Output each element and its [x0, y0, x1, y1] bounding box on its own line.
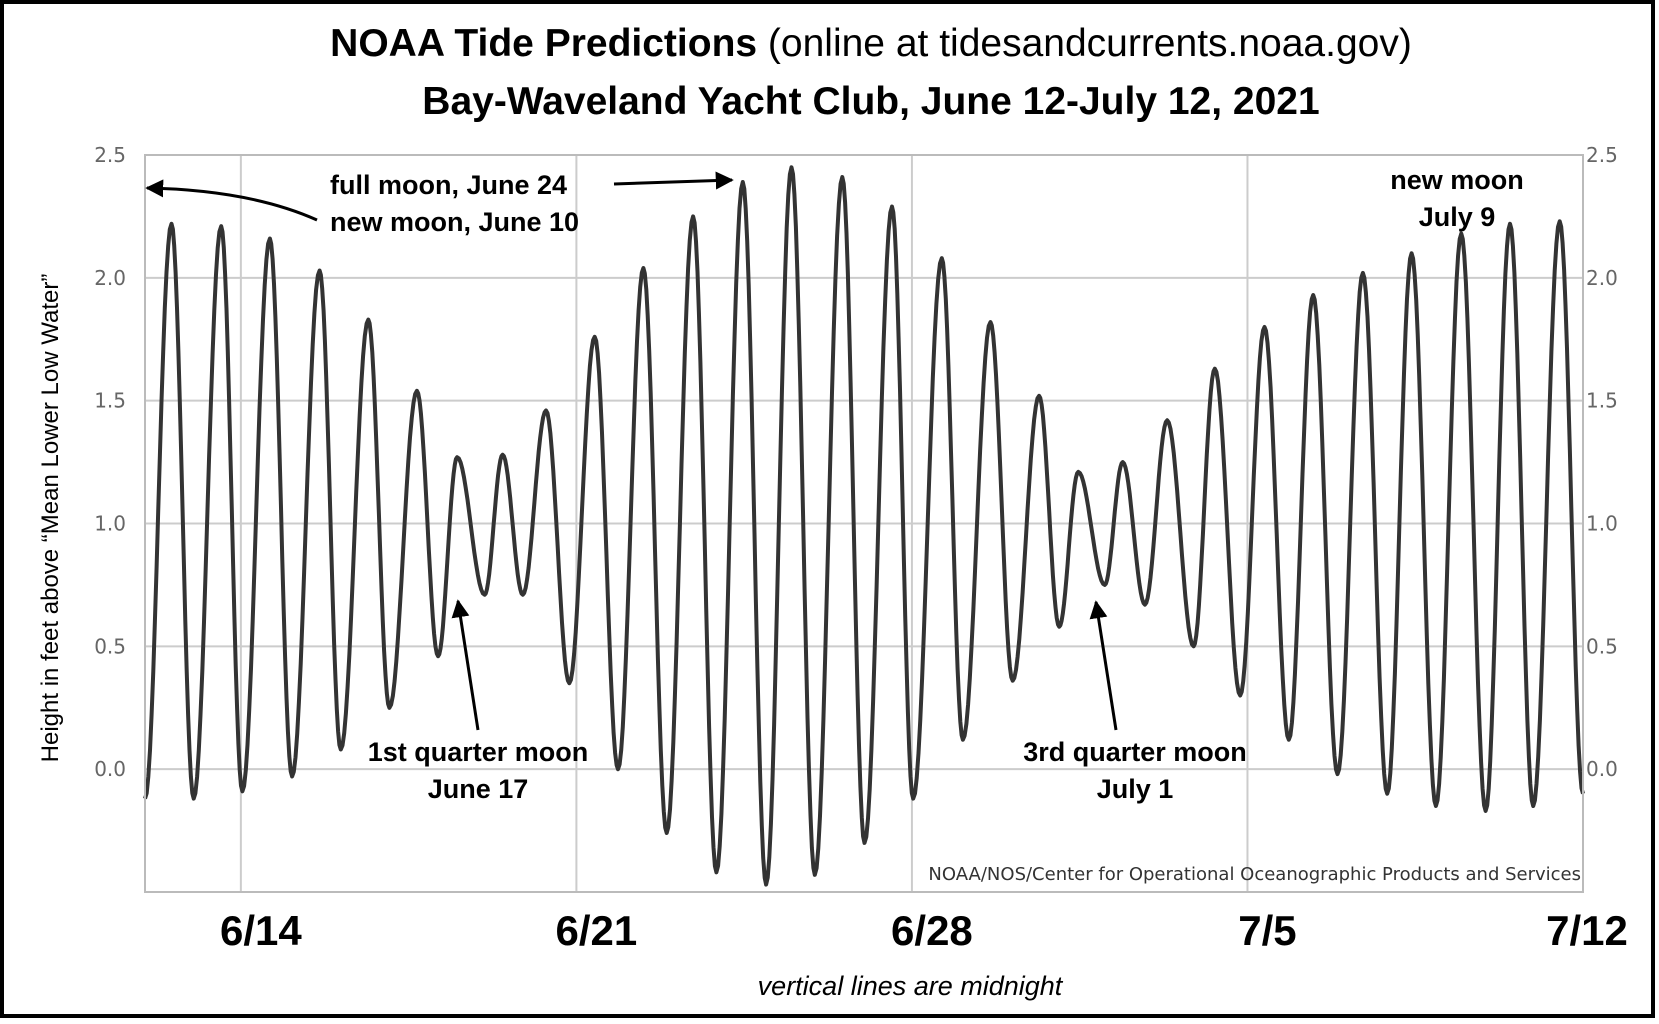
annotation-new-moon-july: new moon — [1390, 165, 1524, 195]
y-tick-label-right: 0.0 — [1586, 757, 1618, 781]
annotation-third-quarter-date: July 1 — [1097, 774, 1174, 804]
x-axis-note: vertical lines are midnight — [758, 971, 1064, 1001]
annotation-first-quarter-date: June 17 — [428, 774, 529, 804]
y-tick-label-left: 2.5 — [94, 143, 126, 167]
x-tick-label: 6/28 — [891, 907, 973, 954]
y-tick-label-left: 1.0 — [94, 512, 126, 536]
x-tick-labels: 6/14 6/21 6/28 7/5 7/12 — [220, 907, 1628, 954]
arrow-new-moon-june — [145, 179, 318, 222]
chart-subtitle: Bay-Waveland Yacht Club, June 12-July 12… — [422, 80, 1319, 123]
y-tick-label-left: 1.5 — [94, 389, 126, 413]
x-tick-label: 7/5 — [1238, 907, 1296, 954]
x-tick-label: 6/14 — [220, 907, 302, 954]
chart-title-line: NOAA Tide Predictions (online at tidesan… — [330, 22, 1412, 65]
credit-text: NOAA/NOS/Center for Operational Oceanogr… — [928, 864, 1581, 885]
plot-frame — [144, 154, 1584, 893]
chart-title: NOAA Tide Predictions — [330, 22, 757, 65]
y-tick-label-right: 0.5 — [1586, 634, 1618, 658]
y-axis-label: Height in feet above “Mean Lower Low Wat… — [37, 274, 64, 763]
y-tick-labels: 0.0 0.0 0.5 0.5 1.0 1.0 1.5 1.5 2.0 2.0 2.5 2.5 — [94, 143, 1618, 781]
y-tick-label-right: 1.0 — [1586, 512, 1618, 536]
annotation-new-moon-june: new moon, June 10 — [330, 207, 579, 237]
y-tick-label-left: 2.0 — [94, 266, 126, 290]
y-tick-label-right: 1.5 — [1586, 389, 1618, 413]
y-tick-label-right: 2.0 — [1586, 266, 1618, 290]
y-tick-label-left: 0.5 — [94, 634, 126, 658]
y-tick-label-left: 0.0 — [94, 757, 126, 781]
chart-title-note: (online at tidesandcurrents.noaa.gov) — [768, 22, 1412, 65]
arrow-full-moon — [613, 171, 734, 190]
arrow-first-quarter — [451, 599, 480, 731]
y-tick-label-right: 2.5 — [1586, 143, 1618, 167]
annotation-third-quarter: 3rd quarter moon — [1023, 737, 1247, 767]
x-tick-label: 6/21 — [556, 907, 638, 954]
annotation-new-moon-july-date: July 9 — [1419, 202, 1496, 232]
annotation-full-moon: full moon, June 24 — [330, 170, 567, 200]
x-tick-label: 7/12 — [1546, 907, 1628, 954]
annotation-first-quarter: 1st quarter moon — [368, 737, 589, 767]
tide-series-line — [143, 165, 1585, 887]
arrow-third-quarter — [1089, 600, 1118, 731]
